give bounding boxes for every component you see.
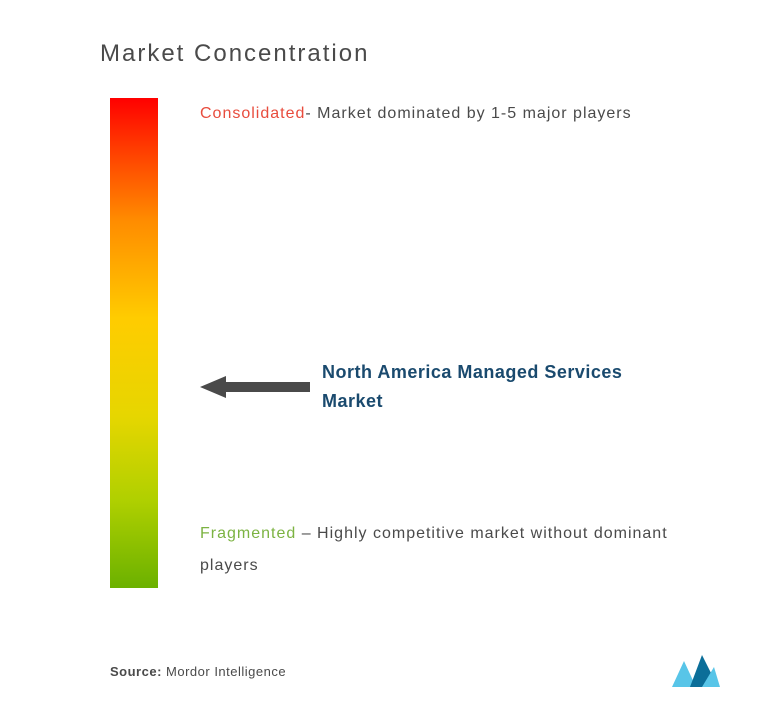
page-title: Market Concentration <box>100 40 720 68</box>
footer: Source: Mordor Intelligence <box>110 655 720 687</box>
source-line: Source: Mordor Intelligence <box>110 664 286 679</box>
source-value: Mordor Intelligence <box>166 664 286 679</box>
consolidated-label: Consolidated- Market dominated by 1-5 ma… <box>200 98 720 130</box>
gradient-bar <box>110 98 158 588</box>
source-label: Source: <box>110 664 162 679</box>
consolidated-desc: - Market dominated by 1-5 major players <box>305 105 631 122</box>
concentration-chart: Consolidated- Market dominated by 1-5 ma… <box>110 98 720 628</box>
market-position-marker: North America Managed Services Market <box>200 358 642 416</box>
arrow-left-icon <box>200 374 310 400</box>
mordor-logo-icon <box>672 655 720 687</box>
fragmented-label: Fragmented – Highly competitive market w… <box>200 518 720 582</box>
fragmented-keyword: Fragmented <box>200 525 296 542</box>
consolidated-keyword: Consolidated <box>200 105 305 122</box>
market-name-label: North America Managed Services Market <box>322 358 642 416</box>
